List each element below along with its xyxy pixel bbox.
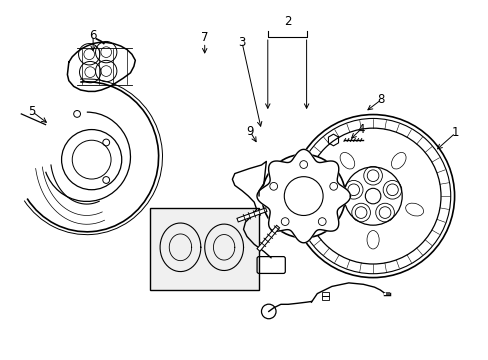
Text: 8: 8 [377,93,384,106]
Circle shape [262,154,345,238]
Text: 5: 5 [28,105,36,118]
Text: 2: 2 [284,14,291,27]
Text: 3: 3 [238,36,245,49]
Text: 9: 9 [246,125,254,138]
Text: 6: 6 [89,29,97,42]
Polygon shape [257,149,350,243]
Bar [322,292,329,296]
Bar [150,208,259,290]
Bar [322,296,329,300]
Text: 4: 4 [356,123,364,136]
Text: 1: 1 [451,126,458,139]
Circle shape [284,177,323,216]
Text: 7: 7 [201,31,208,44]
